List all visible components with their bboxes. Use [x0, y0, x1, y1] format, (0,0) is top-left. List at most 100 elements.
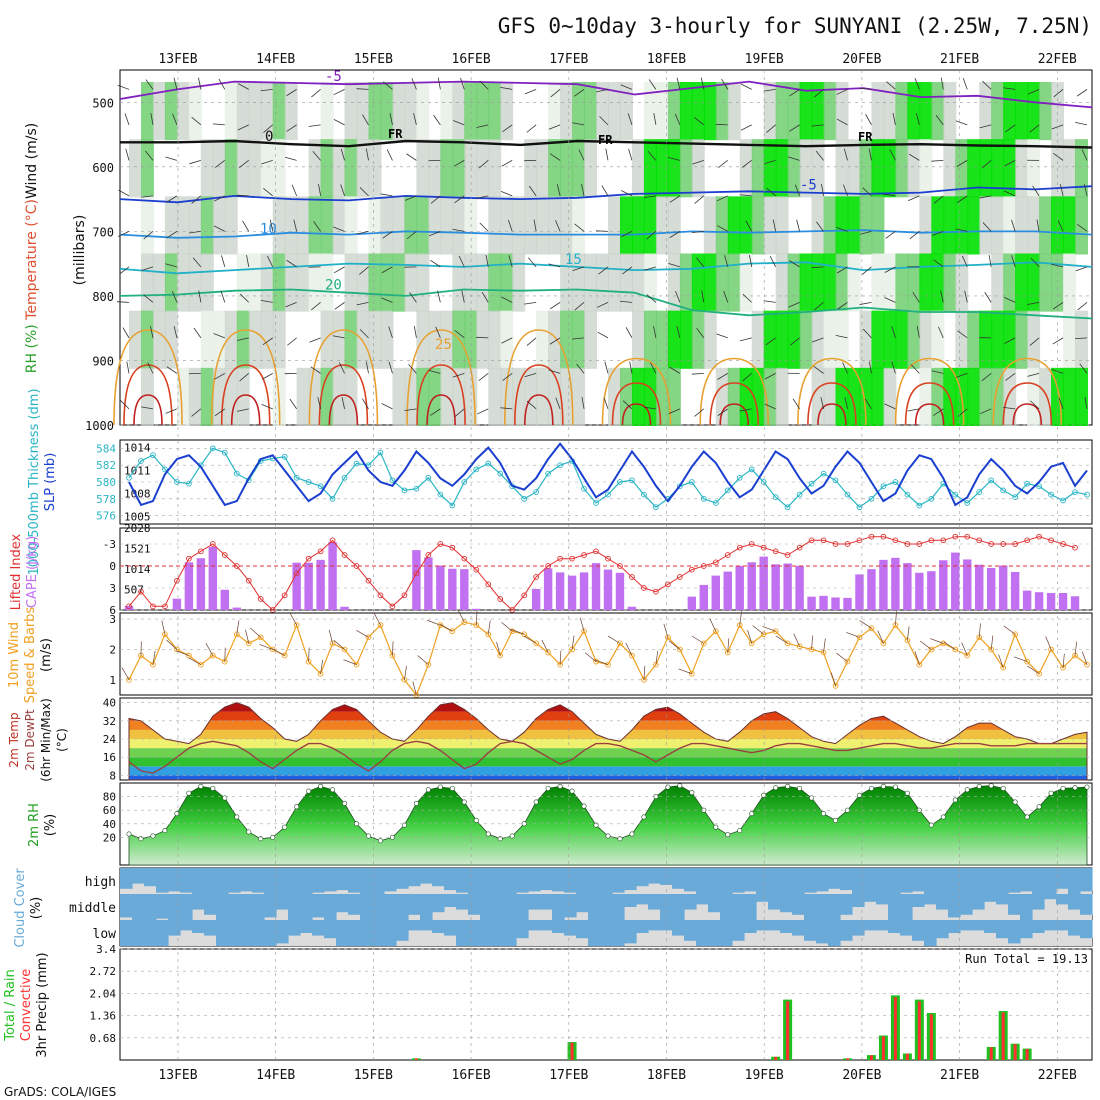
cloud-cell [900, 894, 913, 920]
cloud-cell [732, 920, 745, 941]
rh-shade [272, 310, 286, 369]
rh-shade [679, 253, 693, 312]
cloud-cell [372, 894, 385, 920]
wind-barb [1004, 297, 1016, 303]
rh-shade [584, 82, 598, 141]
warm-isotherm-arch [524, 394, 554, 426]
warm-isotherm-arch [914, 403, 945, 426]
wind-barb [862, 328, 872, 339]
rh-shade [392, 253, 406, 312]
rh-shade [691, 82, 705, 141]
wind-barb [716, 333, 728, 339]
wind-barb-10m [541, 639, 549, 653]
thickness-marker [700, 495, 707, 502]
wind-barb [188, 230, 201, 234]
lifted-index-marker [449, 544, 456, 551]
cloud-cell [696, 868, 709, 894]
wind-barb [1029, 124, 1040, 133]
wind-barb-10m [320, 659, 324, 674]
panel-label: (°C) [55, 728, 69, 752]
rh-shade [1063, 310, 1077, 369]
wind-barb [843, 148, 848, 161]
wind-speed-marker [329, 640, 336, 647]
rh-shade [823, 253, 837, 312]
thickness-marker [892, 479, 899, 485]
wind-barb [916, 325, 920, 338]
rh-shade [440, 82, 454, 141]
thickness-tick-label: 582 [96, 459, 116, 472]
panel-label: 1000-500mb Thickness (dm) [27, 388, 42, 575]
rh-shade [524, 367, 538, 426]
wind-barb [676, 77, 681, 90]
cloud-cell [576, 920, 589, 939]
cloud-cell [792, 868, 805, 894]
cape-bar [843, 597, 852, 610]
rh-tick-label: 20 [103, 831, 116, 844]
wind-barb [120, 400, 130, 410]
cloud-cell [576, 868, 589, 894]
cloud-cell [732, 894, 745, 920]
rh-shade [835, 196, 849, 255]
rh-shade [464, 196, 478, 255]
rh-marker [174, 811, 180, 817]
thickness-marker [784, 504, 791, 511]
rh-shade [859, 139, 873, 198]
thickness-marker [413, 485, 420, 492]
rh-shade [344, 253, 358, 312]
cloud-cell [324, 920, 337, 939]
isotherm-line [119, 185, 1093, 204]
cloud-cell [120, 920, 133, 946]
rh-shade [332, 367, 346, 426]
cloud-cell [672, 894, 685, 920]
pressure-tick-label: 900 [92, 354, 114, 368]
panel-label: 10m Wind [7, 622, 22, 688]
wind-barb-10m [895, 611, 897, 626]
lifted-index-marker [676, 574, 683, 580]
cloud-cell [888, 920, 901, 933]
temp-band [129, 748, 1087, 758]
rh-shade [823, 367, 837, 426]
temp-label: Temperature (°C) [24, 199, 40, 321]
rh-shade [799, 253, 813, 312]
date-label-top: 18FEB [647, 52, 686, 67]
warm-isotherm-arch [699, 357, 769, 426]
cloud-cell [372, 868, 385, 894]
rh-shade [188, 367, 202, 426]
rh-tick-label: 40 [103, 818, 116, 831]
rh-shade [416, 196, 430, 255]
cloud-cell [420, 920, 433, 931]
rh-shade [907, 139, 921, 198]
date-label-top: 16FEB [452, 52, 491, 67]
cloud-cell [1044, 868, 1057, 894]
wind-speed-marker [341, 646, 348, 653]
warm-isotherm-arch [709, 382, 759, 426]
cape-bar [891, 557, 900, 610]
wind-barb [1077, 302, 1088, 311]
lifted-index-marker [772, 548, 779, 555]
rh-shade [236, 367, 250, 426]
rh-marker [581, 803, 587, 809]
wind-barb [741, 160, 752, 168]
rh-shade [823, 82, 837, 141]
cloud-cell [612, 920, 625, 946]
cloud-cell [360, 868, 373, 894]
wind-barb [837, 302, 848, 310]
wind-speed-marker [868, 625, 875, 632]
cloud-cell [492, 920, 505, 946]
lifted-index-marker [712, 559, 719, 566]
cloud-cell [168, 868, 181, 892]
rh-shade [548, 310, 562, 369]
wind-barb [619, 300, 632, 303]
cloud-cell [864, 894, 877, 902]
wind-barb-10m [930, 638, 944, 644]
wind-barb [481, 291, 489, 303]
cape-bar [711, 575, 720, 610]
wind-barb [1075, 121, 1088, 126]
wind-barb [1052, 302, 1064, 310]
rh-shade [931, 253, 945, 312]
cloud-cell [1044, 920, 1057, 931]
cloud-cell [480, 894, 493, 920]
lifted-index-marker [377, 592, 384, 599]
wind-barb-10m [188, 657, 202, 665]
wind-barb [386, 149, 393, 161]
